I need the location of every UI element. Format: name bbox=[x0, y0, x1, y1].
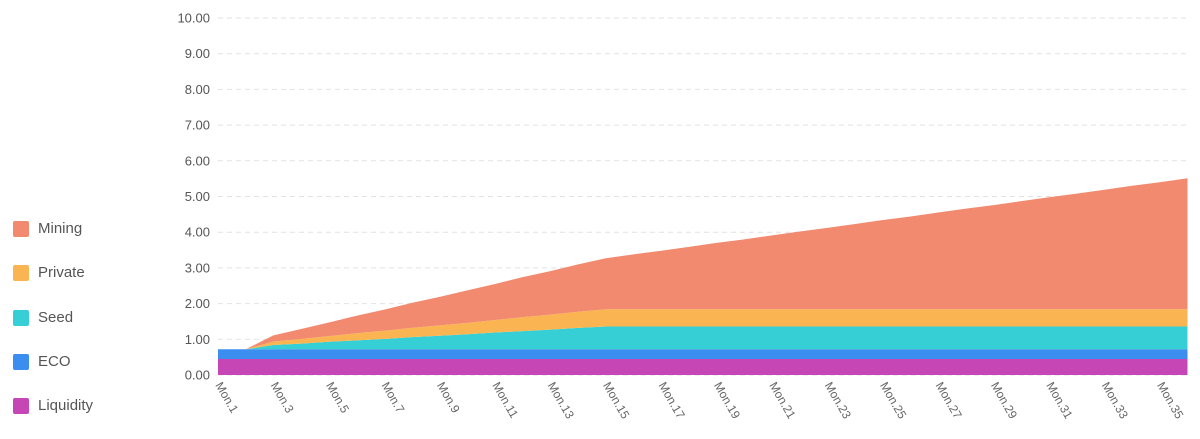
x-tick-label: Mon.33 bbox=[1099, 380, 1131, 422]
y-tick-label: 2.00 bbox=[185, 296, 210, 311]
x-tick-label: Mon.5 bbox=[323, 380, 352, 416]
legend-item-mining[interactable]: Mining bbox=[13, 221, 93, 237]
x-tick-label: Mon.27 bbox=[933, 380, 965, 422]
area-private bbox=[218, 309, 1188, 350]
y-tick-label: 8.00 bbox=[185, 82, 210, 97]
area-eco bbox=[218, 349, 1188, 359]
x-tick-label: Mon.1 bbox=[212, 380, 241, 416]
legend-label-eco: ECO bbox=[38, 352, 71, 370]
legend-swatch-private bbox=[13, 265, 29, 282]
legend-label-liquidity: Liquidity bbox=[38, 397, 94, 414]
area-liquidity bbox=[218, 358, 1188, 375]
area-seed bbox=[218, 326, 1188, 350]
x-tick-label: Mon.31 bbox=[1043, 380, 1075, 422]
legend-label-private: Private bbox=[38, 264, 85, 282]
x-tick-label: Mon.15 bbox=[600, 380, 632, 422]
x-tick-label: Mon.25 bbox=[877, 380, 909, 422]
x-tick-label: Mon.11 bbox=[489, 380, 521, 421]
legend-label-seed: Seed bbox=[38, 308, 74, 326]
x-tick-label: Mon.17 bbox=[656, 380, 688, 422]
y-tick-label: 0.00 bbox=[185, 368, 210, 383]
y-tick-label: 3.00 bbox=[185, 260, 210, 275]
x-tick-label: Mon.7 bbox=[379, 380, 408, 416]
x-tick-label: Mon.9 bbox=[434, 380, 463, 416]
legend: Mining Private Seed ECO Liquidity bbox=[13, 221, 93, 414]
x-tick-label: Mon.19 bbox=[711, 380, 743, 422]
legend-swatch-liquidity bbox=[13, 398, 29, 414]
y-tick-label: 9.00 bbox=[185, 46, 210, 61]
y-tick-label: 1.00 bbox=[185, 332, 210, 347]
legend-item-seed[interactable]: Seed bbox=[13, 308, 93, 326]
x-tick-label: Mon.3 bbox=[268, 380, 297, 416]
y-axis: 0.00 1.00 2.00 3.00 4.00 5.00 6.00 7.00 8.00 9.00… bbox=[177, 11, 210, 383]
y-tick-label: 7.00 bbox=[185, 118, 210, 133]
y-tick-label: 5.00 bbox=[185, 189, 210, 204]
legend-item-eco[interactable]: ECO bbox=[13, 352, 93, 370]
area-mining bbox=[218, 178, 1188, 350]
legend-swatch-mining bbox=[13, 221, 29, 237]
x-tick-label: Mon.21 bbox=[766, 380, 798, 422]
x-axis: Mon.1 Mon.3 Mon.5 Mon.7 Mon.9 Mon.11 Mon.13 Mon… bbox=[212, 380, 1186, 422]
legend-swatch-eco bbox=[13, 353, 29, 370]
legend-label-mining: Mining bbox=[38, 220, 83, 237]
legend-item-liquidity[interactable]: Liquidity bbox=[13, 398, 93, 414]
y-tick-label: 6.00 bbox=[185, 153, 210, 168]
legend-item-private[interactable]: Private bbox=[13, 264, 93, 282]
x-tick-label: Mon.35 bbox=[1154, 380, 1186, 422]
x-tick-label: Mon.13 bbox=[545, 380, 577, 422]
area-series bbox=[218, 178, 1188, 375]
y-tick-label: 4.00 bbox=[185, 225, 210, 240]
y-tick-label: 10.00 bbox=[177, 11, 210, 26]
legend-swatch-seed bbox=[13, 309, 29, 326]
x-tick-label: Mon.29 bbox=[988, 380, 1020, 422]
x-tick-label: Mon.23 bbox=[822, 380, 854, 422]
